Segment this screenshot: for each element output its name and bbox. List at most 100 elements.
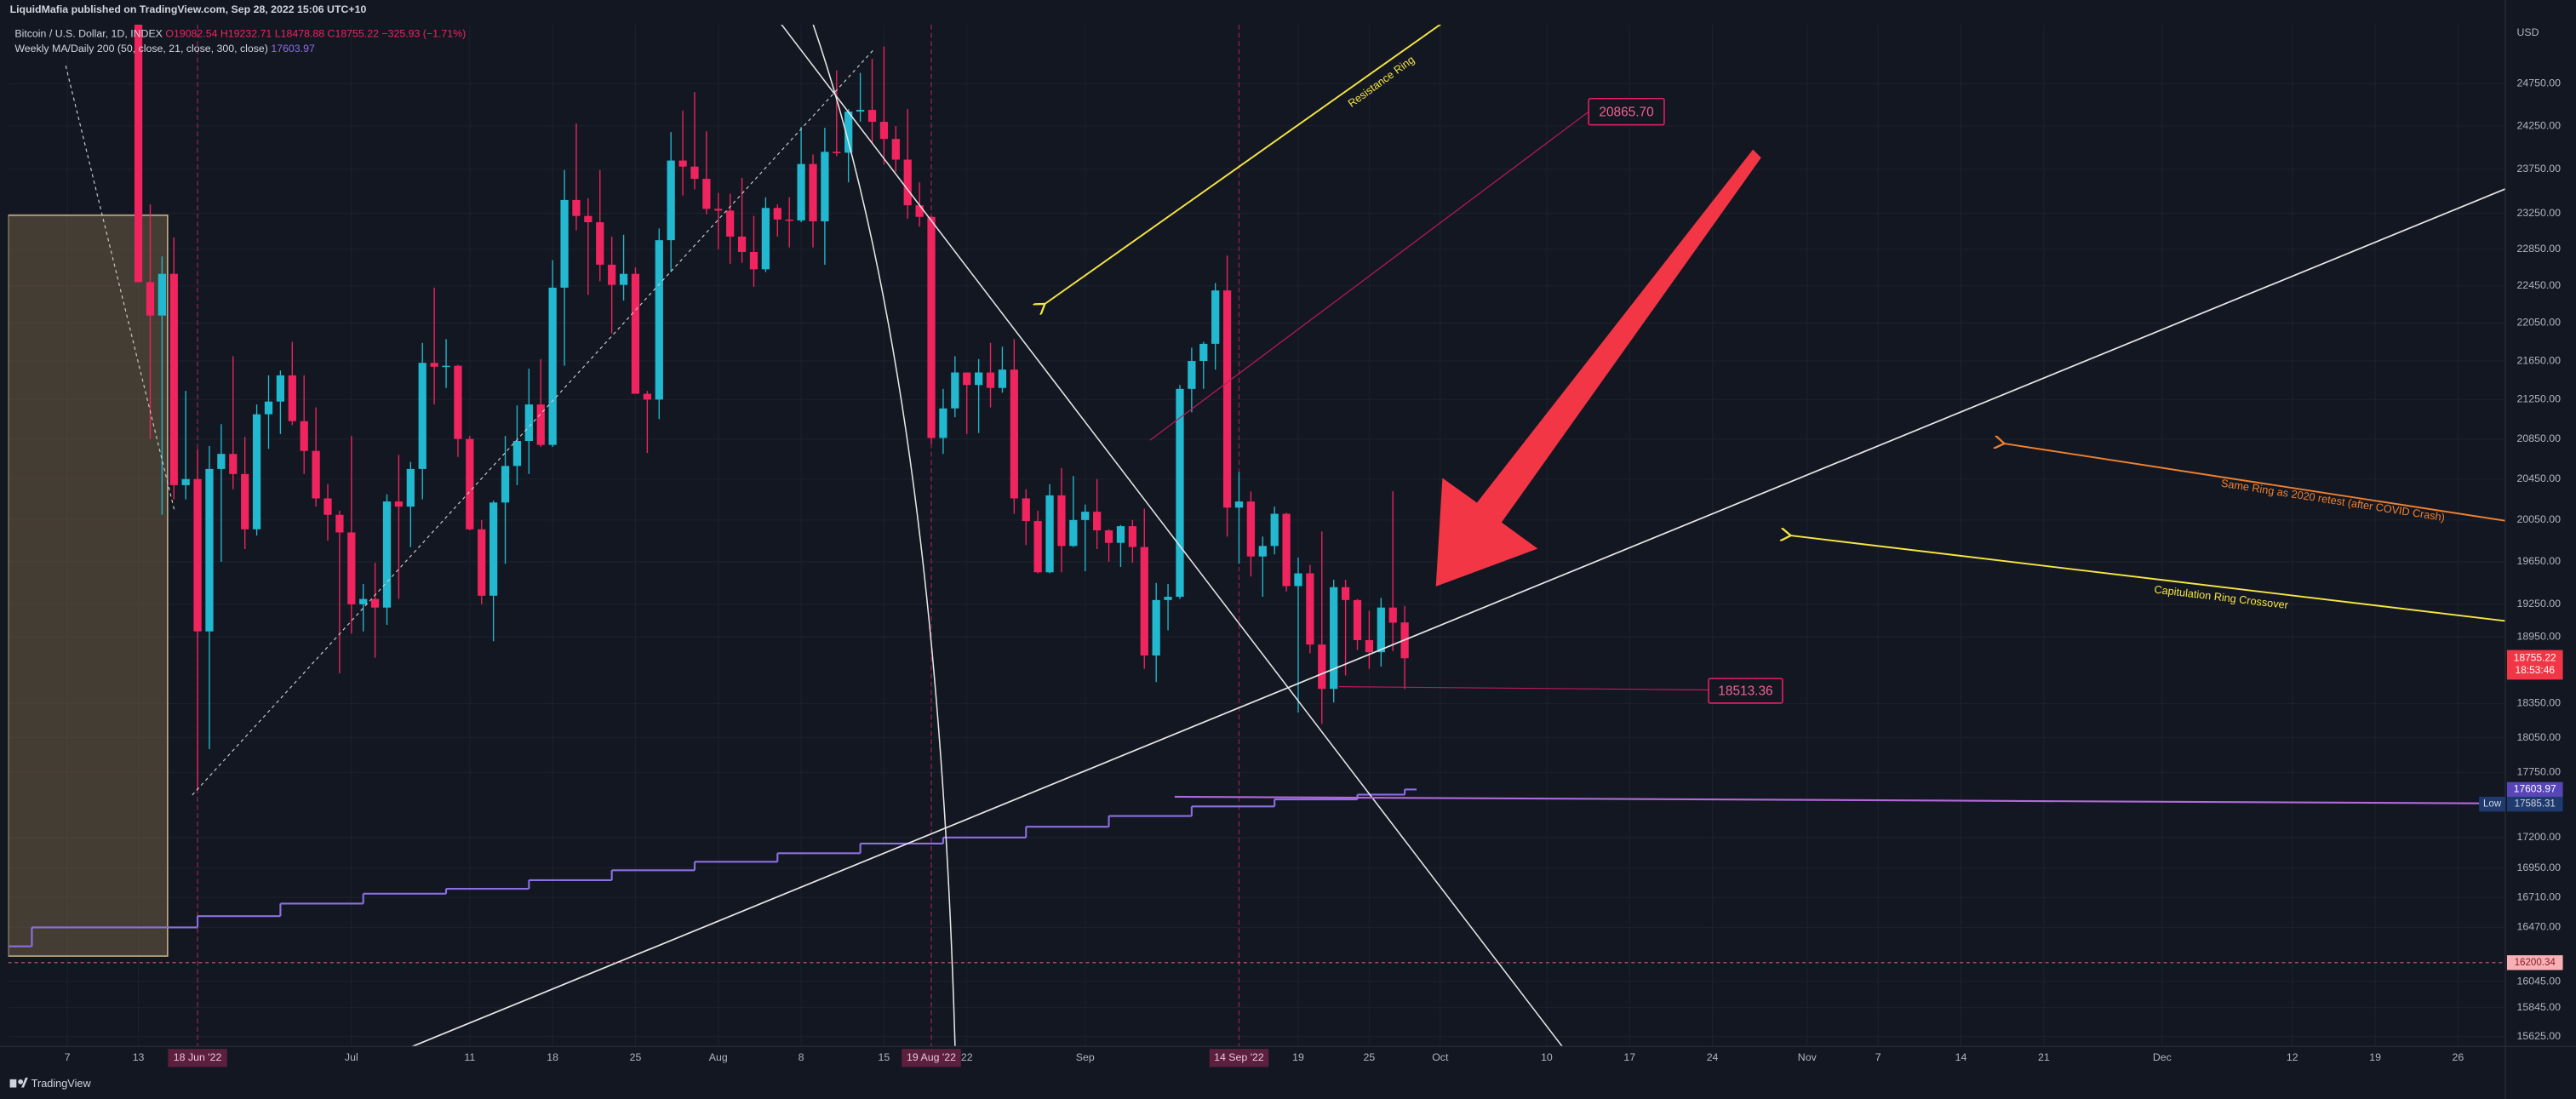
candle-body (560, 199, 569, 288)
axes: 24750.00 24250.00 23750.00 23250.00 22850.00… (65, 77, 2563, 1068)
candle-body (229, 454, 238, 474)
x-tick-label: Dec (2153, 1051, 2172, 1063)
candle-body (312, 450, 320, 499)
candle-body (193, 478, 202, 632)
publisher: LiquidMafia published on TradingView.com… (10, 3, 367, 15)
candle-body (382, 501, 392, 608)
candle-body (466, 438, 474, 529)
y-tick-label: 23750.00 (2517, 163, 2562, 175)
x-tick-label: 22 (961, 1051, 973, 1063)
x-tick-label: 24 (1707, 1051, 1719, 1063)
candle-body (891, 139, 900, 160)
candles (134, 24, 1409, 790)
candle-body (1211, 290, 1220, 344)
price-box-label: 18513.36 (1718, 684, 1772, 699)
candle-body (134, 24, 143, 283)
y-tick-label: 19250.00 (2517, 598, 2562, 610)
big-arrow (1435, 149, 1761, 587)
candle-body (619, 273, 628, 285)
arrow (2004, 444, 2506, 522)
candle-body (1318, 644, 1326, 690)
x-tick-label: 17 (1623, 1051, 1635, 1063)
candle-body (1104, 529, 1113, 543)
y-tick-label: 18050.00 (2517, 731, 2562, 743)
low-line (1174, 795, 2482, 804)
candle-body (655, 240, 663, 400)
price-line (1338, 686, 1709, 691)
candle-body (300, 421, 308, 451)
x-tick-label: Nov (1798, 1051, 1818, 1063)
x-tick-label: 25 (1364, 1051, 1376, 1063)
candle-body (501, 466, 510, 503)
y-tick-label: 20850.00 (2517, 432, 2562, 444)
y-tick-label: 16045.00 (2517, 975, 2562, 987)
ring-arc (812, 24, 956, 1047)
candle-body (370, 598, 380, 608)
candle-body (702, 179, 711, 209)
y-tick-label: 15845.00 (2517, 1001, 2562, 1013)
highlight-tag (1209, 1049, 1269, 1068)
candle-body (181, 478, 190, 485)
candle-body (572, 199, 581, 216)
candle-body (264, 401, 273, 415)
candle-body (276, 375, 285, 402)
candle-body (667, 160, 675, 241)
candle-body (1093, 512, 1102, 530)
candle-body (1069, 519, 1078, 547)
open: O19082.54 (165, 28, 217, 40)
candle-body (288, 375, 296, 421)
candle-body (1010, 369, 1018, 499)
arrow (1045, 24, 1442, 304)
candle-body (1258, 546, 1267, 557)
x-tick-label: 11 (464, 1051, 475, 1063)
candle-body (797, 163, 805, 220)
footer-brand: TradingView (31, 1077, 92, 1090)
candle-body (939, 408, 947, 438)
candle-body (347, 532, 356, 604)
highlight-label: 14 Sep '22 (1214, 1051, 1264, 1063)
last-price-label: 18755.22 (2514, 651, 2556, 663)
y-tick-label: 22450.00 (2517, 279, 2562, 291)
x-tick-label: 18 (547, 1051, 558, 1063)
y-tick-label: 19650.00 (2517, 555, 2562, 567)
candle-body (1164, 597, 1172, 600)
y-tick-label: 21250.00 (2517, 393, 2562, 405)
x-tick-label: Aug (709, 1051, 728, 1063)
y-tick-label: 16470.00 (2517, 921, 2562, 933)
candle-body (1246, 501, 1256, 557)
highlight-tag (902, 1049, 961, 1068)
candle-body (335, 514, 344, 533)
price-box-label: 20865.70 (1599, 105, 1653, 119)
candle-body (1128, 526, 1136, 547)
logo (9, 1079, 17, 1088)
candle-body (761, 208, 770, 270)
candle-body (821, 152, 829, 221)
candle-body (844, 112, 853, 153)
candle-body (524, 404, 533, 441)
dashed-line (192, 49, 875, 796)
y-tick-label: 24250.00 (2517, 119, 2562, 131)
x-tick-label: 19 (2369, 1051, 2381, 1063)
low-value-tag (2506, 796, 2563, 812)
x-tick-label: 26 (2453, 1051, 2464, 1063)
y-tick-label: 20450.00 (2517, 472, 2562, 484)
y-tick-label: 20050.00 (2517, 513, 2562, 525)
x-tick-label: Sep (1076, 1051, 1095, 1063)
candle-body (454, 365, 462, 439)
candle-body (1365, 639, 1374, 653)
candle-body (927, 216, 936, 438)
high: H19232.71 (220, 28, 272, 40)
x-tick-label: 13 (133, 1051, 145, 1063)
candle-body (833, 152, 841, 153)
level-tag (2506, 955, 2563, 970)
candle-body (536, 404, 545, 445)
x-tick-label: 21 (2038, 1051, 2050, 1063)
candle-body (406, 468, 415, 507)
low-tag (2479, 796, 2506, 812)
candle-body (1388, 607, 1397, 623)
x-tick-label: 7 (65, 1051, 71, 1063)
candle-body (1353, 599, 1362, 640)
low-value-label: 17585.31 (2515, 799, 2556, 810)
